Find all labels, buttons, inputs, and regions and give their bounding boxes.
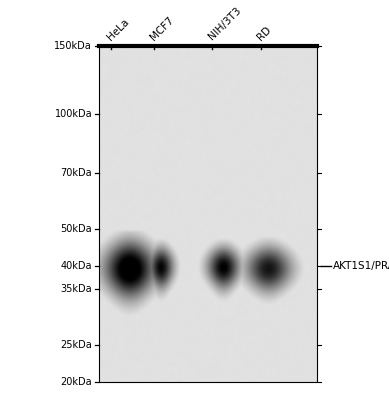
Text: AKT1S1/PRAS40: AKT1S1/PRAS40 <box>333 262 389 272</box>
Text: MCF7: MCF7 <box>149 14 176 42</box>
Text: 20kDa: 20kDa <box>61 377 92 387</box>
Text: 25kDa: 25kDa <box>60 340 92 350</box>
Bar <box>99 46 317 382</box>
Text: 35kDa: 35kDa <box>61 284 92 294</box>
Text: 100kDa: 100kDa <box>54 109 92 119</box>
Text: 50kDa: 50kDa <box>61 224 92 234</box>
Text: RD: RD <box>256 24 273 42</box>
Text: 70kDa: 70kDa <box>61 168 92 178</box>
Text: NIH/3T3: NIH/3T3 <box>207 6 243 42</box>
Text: 40kDa: 40kDa <box>61 262 92 272</box>
Text: HeLa: HeLa <box>106 16 131 42</box>
Text: 150kDa: 150kDa <box>54 41 92 51</box>
